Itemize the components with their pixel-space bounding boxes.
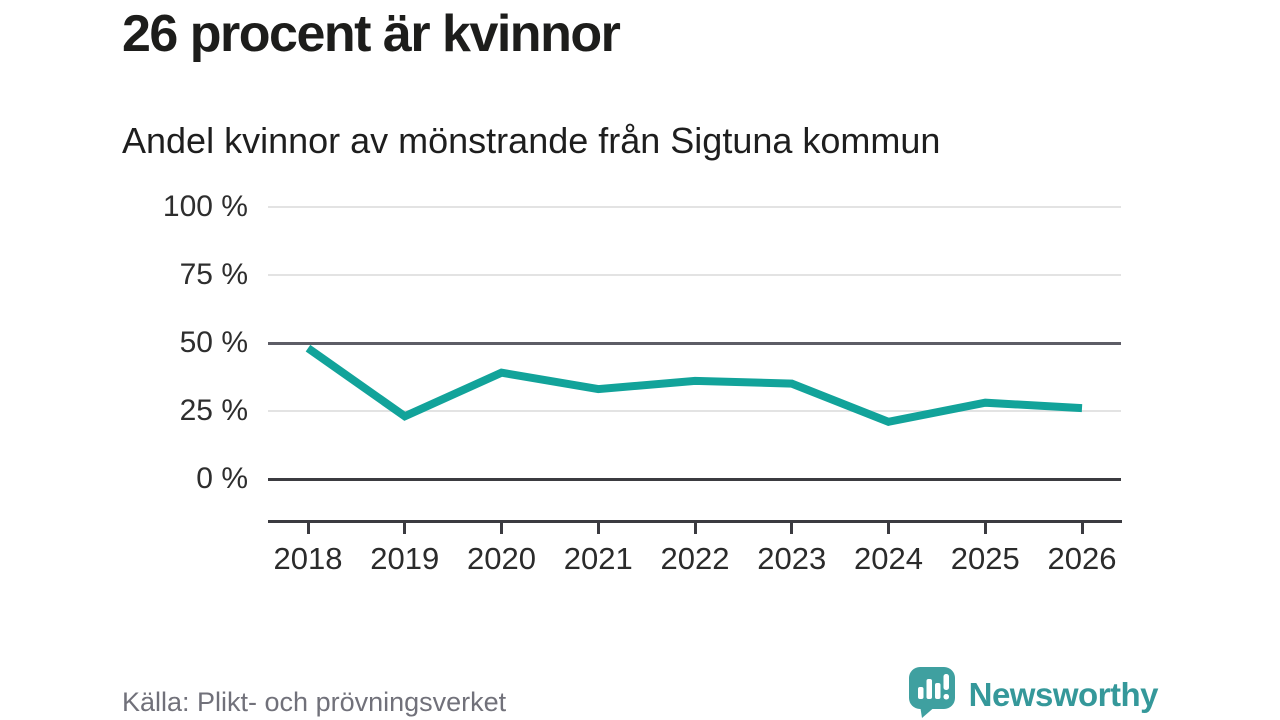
x-axis-tick-2019 — [403, 520, 407, 534]
gridline-0 — [268, 478, 1121, 481]
x-axis-tick-2025 — [983, 520, 987, 534]
x-axis-tick-2021 — [596, 520, 600, 534]
x-axis-tick-2020 — [500, 520, 503, 534]
x-axis-label-2020: 2020 — [467, 541, 536, 576]
x-axis-tick-2023 — [790, 520, 794, 534]
x-axis-tick-2018 — [306, 520, 310, 534]
gridline-50 — [268, 341, 1121, 345]
x-axis-label-2019: 2019 — [370, 541, 440, 576]
x-axis-label-2025: 2025 — [950, 541, 1020, 576]
x-axis-label-2021: 2021 — [563, 541, 633, 576]
gridline-100 — [268, 205, 1121, 208]
x-axis-tick-2024 — [887, 520, 890, 534]
y-axis-label-25: 25 % — [179, 393, 248, 427]
x-axis-tick-2026 — [1080, 520, 1084, 534]
x-axis-label-2022: 2022 — [660, 541, 730, 576]
chart-subtitle: Andel kvinnor av mönstrande från Sigtuna… — [122, 120, 941, 161]
x-axis-label-2024: 2024 — [854, 541, 923, 576]
newsworthy-logo: Newsworthy — [907, 665, 1159, 720]
x-axis-label-2023: 2023 — [757, 541, 827, 576]
bar-chart-bubble-icon — [907, 665, 957, 720]
source-note: Källa: Plikt- och prövningsverket — [122, 687, 507, 717]
x-axis-label-2026: 2026 — [1047, 541, 1117, 576]
gridline-75 — [268, 273, 1121, 276]
x-axis-label-2018: 2018 — [273, 541, 343, 576]
y-axis-label-75: 75 % — [179, 257, 248, 291]
newsworthy-logo-text: Newsworthy — [968, 675, 1159, 713]
gridline-25 — [268, 409, 1121, 412]
y-axis-label-0: 0 % — [196, 462, 248, 495]
y-axis-label-100: 100 % — [162, 189, 248, 223]
x-axis-tick-2022 — [693, 520, 697, 534]
page-title: 26 procent är kvinnor — [122, 5, 621, 63]
y-axis-label-50: 50 % — [179, 325, 248, 359]
